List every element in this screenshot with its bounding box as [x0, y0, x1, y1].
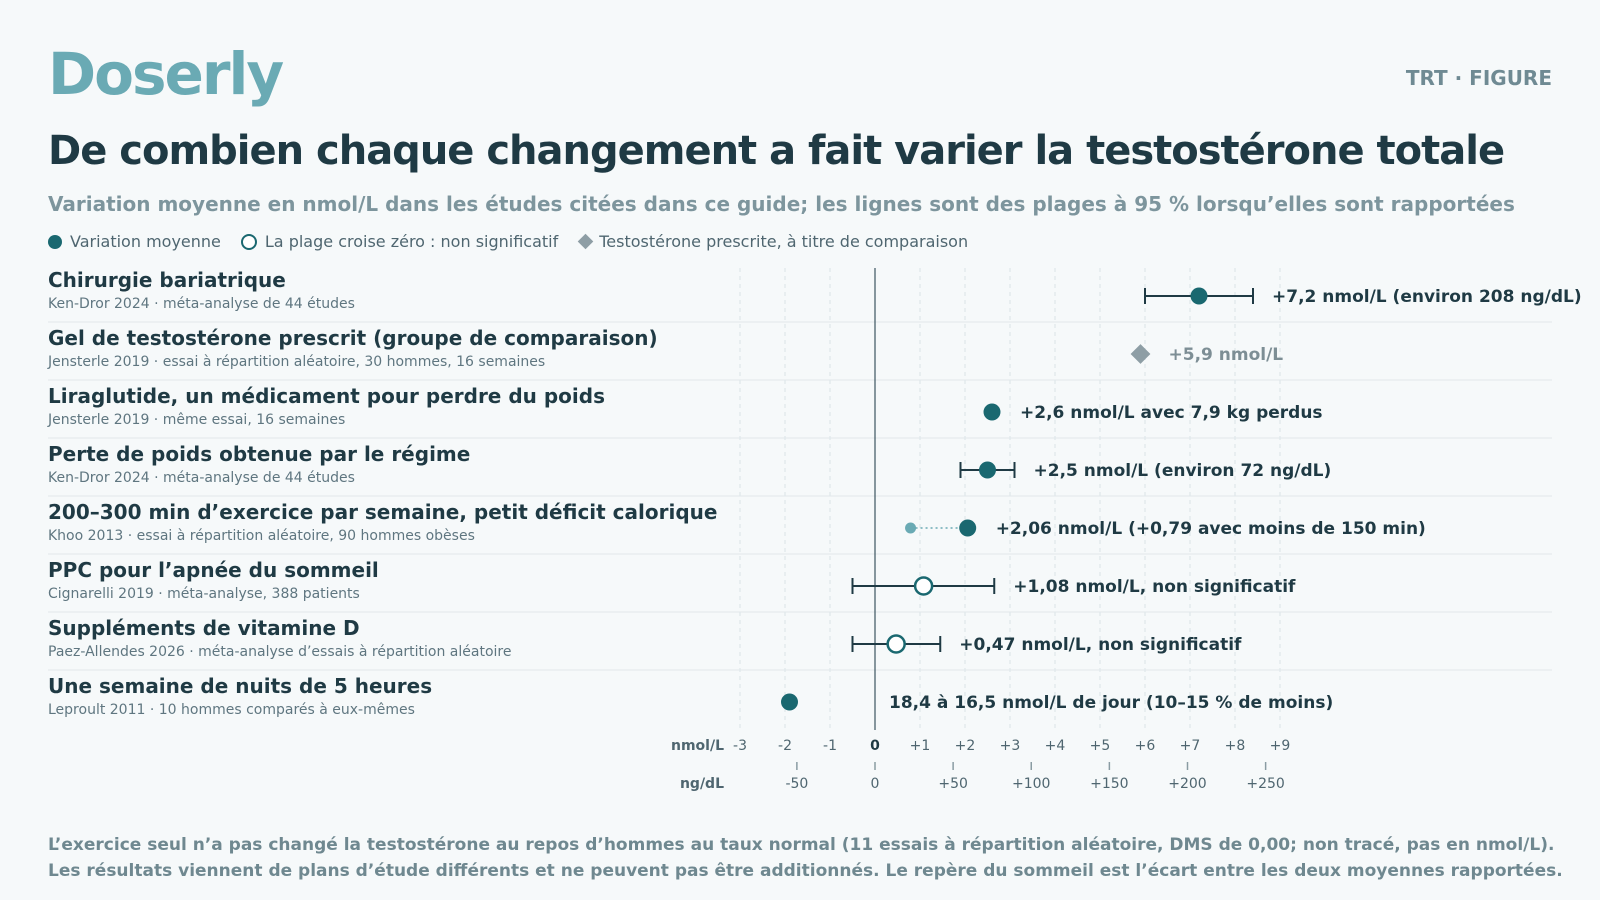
forest-row: +1,08 nmol/L, non significatif [851, 576, 1296, 597]
forest-row: +2,5 nmol/L (environ 72 ng/dL) [959, 461, 1332, 481]
tick-label: 0 [871, 776, 880, 792]
row-title: Liraglutide, un médicament pour perdre d… [48, 384, 605, 408]
tick-label: +4 [1045, 738, 1066, 754]
value-label: +1,08 nmol/L, non significatif [1013, 577, 1296, 597]
mean-point [959, 519, 977, 537]
row-label: Chirurgie bariatrique Ken-Dror 2024 · mét… [48, 268, 355, 314]
legend-item-mean: Variation moyenne [48, 232, 221, 251]
row-title: PPC pour l’apnée du sommeil [48, 558, 379, 582]
row-label: Une semaine de nuits de 5 heures Leproult… [48, 674, 432, 720]
row-source: Leproult 2011 · 10 hommes comparés à eux… [48, 702, 415, 718]
tick-label: +50 [938, 776, 968, 792]
legend-label: Variation moyenne [70, 232, 221, 251]
tick-label: +6 [1135, 738, 1156, 754]
axis-unit-label: ng/dL [680, 776, 724, 792]
forest-row: +2,06 nmol/L (+0,79 avec moins de 150 mi… [905, 519, 1426, 539]
tick-label: -3 [733, 738, 747, 754]
tick-label: +5 [1090, 738, 1111, 754]
tick-label: +9 [1270, 738, 1291, 754]
row-source: Ken-Dror 2024 · méta-analyse de 44 étude… [48, 470, 355, 486]
legend-item-not-significant: La plage croise zéro : non significatif [240, 232, 559, 251]
value-label: +2,6 nmol/L avec 7,9 kg perdus [1020, 403, 1323, 423]
value-label: +5,9 nmol/L [1169, 345, 1284, 365]
value-label: +2,5 nmol/L (environ 72 ng/dL) [1034, 461, 1332, 481]
row-label: PPC pour l’apnée du sommeil Cignarelli 20… [48, 558, 379, 604]
chart-title: De combien chaque changement a fait vari… [48, 128, 1505, 174]
brand-logo: Doserly [48, 40, 284, 108]
mean-point [983, 403, 1001, 421]
row-source: Jensterle 2019 · même essai, 16 semaines [48, 412, 346, 428]
tick-label: +150 [1090, 776, 1128, 792]
row-title: Chirurgie bariatrique [48, 268, 286, 292]
tick-label: -2 [778, 738, 792, 754]
forest-row: +2,6 nmol/L avec 7,9 kg perdus [983, 403, 1323, 423]
open-circle-icon [240, 233, 257, 250]
tick-label: +3 [1000, 738, 1021, 754]
row-label: Perte de poids obtenue par le régime Ken-… [48, 442, 470, 488]
row-source: Khoo 2013 · essai à répartition aléatoir… [48, 528, 475, 544]
row-label: Gel de testostérone prescrit (groupe de … [48, 326, 658, 372]
value-label: +0,47 nmol/L, non significatif [959, 635, 1242, 655]
tick-label: -1 [823, 738, 837, 754]
mean-point [1190, 287, 1208, 305]
tick-label: +8 [1225, 738, 1246, 754]
mean-point-open [886, 634, 906, 654]
legend-label: Testostérone prescrite, à titre de compa… [599, 232, 969, 251]
filled-circle-icon [48, 234, 62, 249]
forest-row: +5,9 nmol/L [1130, 344, 1284, 365]
tick-label: +2 [955, 738, 976, 754]
comparison-diamond [1130, 344, 1151, 364]
row-title: Perte de poids obtenue par le régime [48, 442, 471, 466]
tick-label: +200 [1168, 776, 1206, 792]
row-title: Une semaine de nuits de 5 heures [48, 674, 433, 698]
forest-row: +7,2 nmol/L (environ 208 ng/dL) [1144, 287, 1582, 307]
forest-row: 18,4 à 16,5 nmol/L de jour (10–15 % de m… [781, 693, 1333, 713]
value-label: +2,06 nmol/L (+0,79 avec moins de 150 mi… [996, 519, 1426, 539]
tick-label: +100 [1012, 776, 1050, 792]
tick-label: +1 [910, 738, 931, 754]
row-source: Cignarelli 2019 · méta-analyse, 388 pati… [48, 586, 360, 602]
value-label: +7,2 nmol/L (environ 208 ng/dL) [1272, 287, 1582, 307]
secondary-point [905, 522, 917, 534]
row-label: 200–300 min d’exercice par semaine, peti… [48, 500, 717, 546]
row-title: Suppléments de vitamine D [48, 616, 360, 640]
legend-label: La plage croise zéro : non significatif [264, 232, 559, 251]
forest-row: +0,47 nmol/L, non significatif [851, 634, 1242, 655]
row-label: Suppléments de vitamine D Paez-Allendes 2… [48, 616, 511, 662]
axis-unit-label: nmol/L [671, 738, 724, 754]
row-label: Liraglutide, un médicament pour perdre d… [48, 384, 605, 430]
tick-label: +7 [1180, 738, 1201, 754]
row-source: Ken-Dror 2024 · méta-analyse de 44 étude… [48, 296, 355, 312]
row-title: 200–300 min d’exercice par semaine, peti… [48, 500, 718, 524]
footnote-line: L’exercice seul n’a pas changé la testos… [48, 835, 1555, 855]
tick-label: -50 [785, 776, 808, 792]
footnote-line: Les résultats viennent de plans d’étude … [48, 861, 1563, 881]
row-title: Gel de testostérone prescrit (groupe de … [48, 326, 658, 350]
chart-subtitle: Variation moyenne en nmol/L dans les étu… [48, 192, 1515, 216]
tick-label: 0 [870, 738, 880, 754]
figure-tag: TRT · FIGURE [1405, 66, 1552, 90]
row-source: Paez-Allendes 2026 · méta-analyse d’essa… [48, 644, 512, 660]
mean-point-open [913, 576, 934, 596]
tick-label: +250 [1246, 776, 1284, 792]
legend: Variation moyenne La plage croise zéro :… [48, 232, 988, 251]
legend-item-comparison: Testostérone prescrite, à titre de compa… [577, 232, 969, 251]
row-source: Jensterle 2019 · essai à répartition alé… [48, 354, 546, 370]
footnote: L’exercice seul n’a pas changé la testos… [48, 832, 1563, 884]
mean-point [979, 461, 996, 479]
value-label: 18,4 à 16,5 nmol/L de jour (10–15 % de m… [889, 693, 1333, 713]
mean-point [781, 693, 798, 711]
